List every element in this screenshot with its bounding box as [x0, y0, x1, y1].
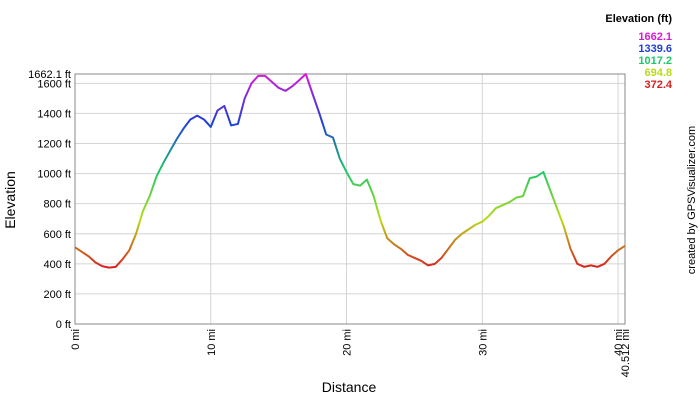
y-axis-title: Elevation [2, 171, 18, 229]
y-tick-label: 400 ft [43, 259, 71, 271]
y-tick-label: 1400 ft [37, 108, 71, 120]
plot-border [74, 73, 626, 325]
legend-entry: 694.8 [644, 67, 672, 79]
elevation-line [74, 73, 626, 269]
x-tick-label: 20 mi [342, 329, 354, 356]
y-tick-label: 200 ft [43, 289, 71, 301]
y-tick-label: 1600 ft [37, 78, 71, 90]
legend-entry: 1662.1 [638, 31, 672, 43]
y-tick-label: 1662.1 ft [28, 69, 71, 81]
credit: created by GPSVisualizer.com [686, 126, 698, 274]
legend-title: Elevation (ft) [605, 13, 672, 25]
y-tick-label: 0 ft [56, 319, 71, 331]
legend-entry: 1339.6 [638, 43, 672, 55]
y-tick-label: 1000 ft [37, 169, 71, 181]
legend-entry: 372.4 [644, 79, 672, 91]
x-tick-label: 40.512 mi [620, 329, 632, 377]
x-tick-label: 0 mi [70, 329, 82, 350]
x-axis-title: Distance [322, 379, 377, 395]
y-tick-label: 600 ft [43, 229, 71, 241]
y-tick-label: 800 ft [43, 199, 71, 211]
y-tick-label: 1200 ft [37, 139, 71, 151]
x-tick-label: 30 mi [477, 329, 489, 356]
legend-entry: 1017.2 [638, 55, 672, 67]
x-tick-label: 10 mi [206, 329, 218, 356]
x-tick-label: 40 mi [613, 329, 625, 356]
